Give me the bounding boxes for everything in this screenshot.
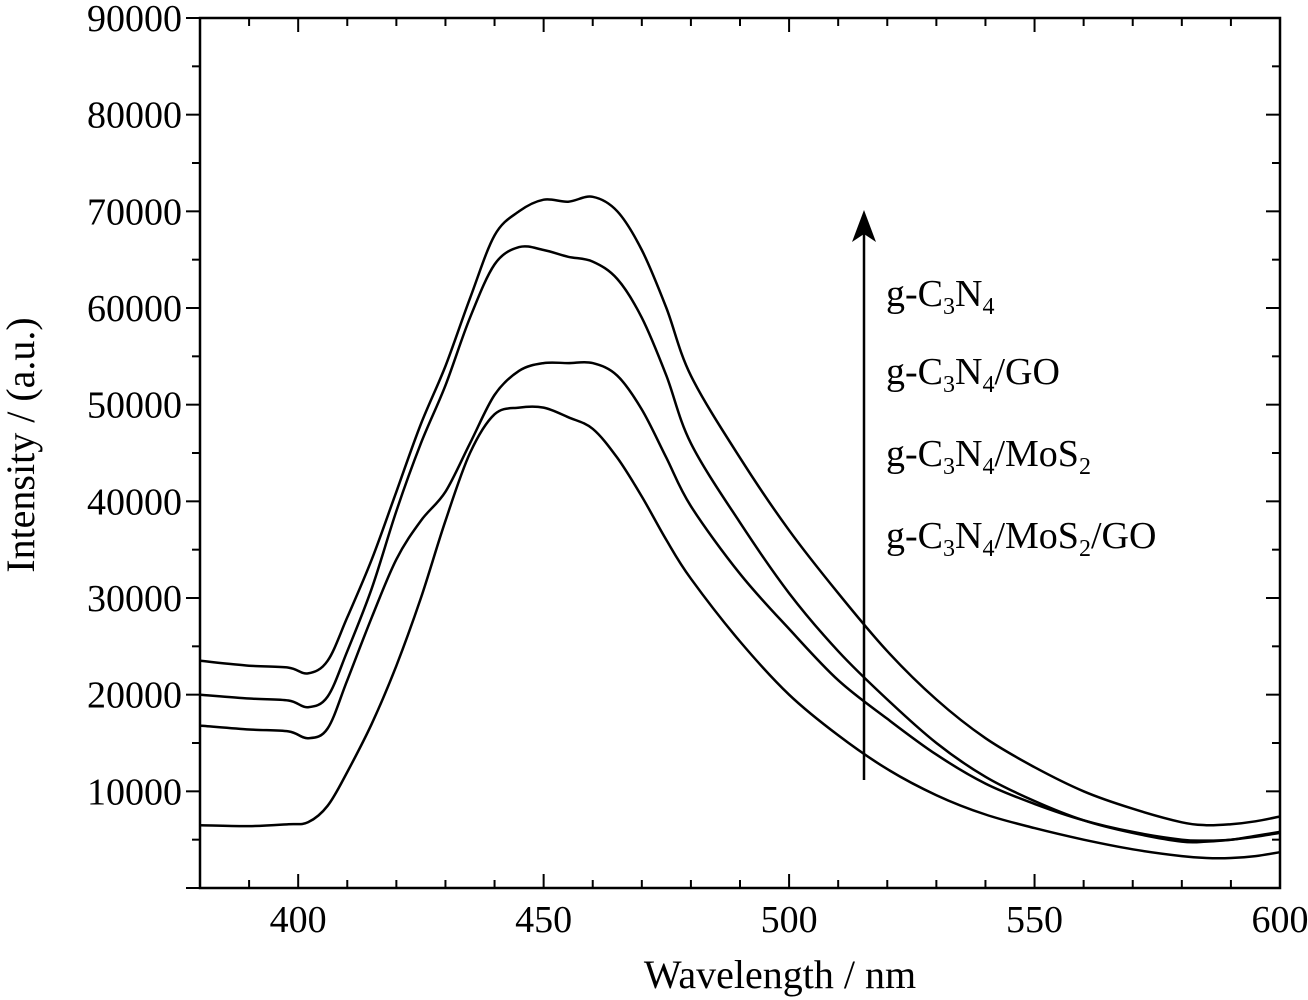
x-tick-label: 600 (1252, 899, 1308, 941)
x-tick-label: 450 (515, 899, 572, 941)
y-tick-label: 10000 (87, 771, 182, 813)
y-tick-label: 60000 (87, 288, 182, 330)
series-line-1 (199, 195, 1281, 827)
legend-arrow (852, 210, 876, 780)
y-tick-label: 20000 (87, 675, 182, 717)
series-line-4 (199, 405, 1281, 860)
x-tick-label: 500 (761, 899, 818, 941)
y-tick-label: 70000 (87, 191, 182, 233)
x-tick-label: 400 (270, 899, 327, 941)
tick-marks (186, 17, 1281, 889)
series-lines (199, 195, 1281, 860)
tick-labels: 400 450 500 550 600 10000 20000 30000 40000 50000… (87, 0, 1308, 941)
legend-entry-2: g-C3N4/GO (886, 351, 1060, 398)
y-tick-label: 80000 (87, 95, 182, 137)
y-tick-label: 50000 (87, 385, 182, 427)
x-tick-label: 550 (1006, 899, 1063, 941)
x-axis-title: Wavelength / nm (644, 952, 916, 997)
y-tick-label: 30000 (87, 578, 182, 620)
y-axis-title: Intensity / (a.u.) (0, 317, 43, 573)
legend-entry-4: g-C3N4/MoS2/GO (886, 515, 1156, 562)
legend-entry-1: g-C3N4 (886, 273, 994, 320)
y-tick-label: 90000 (87, 0, 182, 40)
legend-entry-3: g-C3N4/MoS2 (886, 433, 1091, 480)
series-line-3 (199, 360, 1281, 842)
legend: g-C3N4 g-C3N4/GO g-C3N4/MoS2 g-C3N4/MoS2… (886, 273, 1156, 562)
plot-frame (198, 16, 1282, 890)
y-tick-label: 40000 (87, 481, 182, 523)
